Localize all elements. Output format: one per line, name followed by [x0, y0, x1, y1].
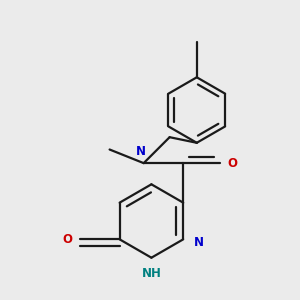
Text: N: N: [194, 236, 204, 249]
Text: NH: NH: [142, 267, 161, 280]
Text: O: O: [63, 233, 73, 246]
Text: O: O: [227, 157, 237, 169]
Text: N: N: [136, 145, 146, 158]
